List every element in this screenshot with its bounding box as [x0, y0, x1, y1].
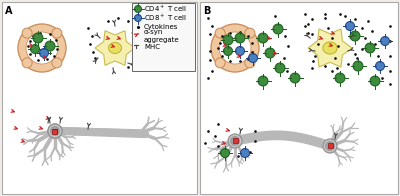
Circle shape [326, 142, 334, 151]
Bar [233, 138, 238, 143]
Circle shape [240, 149, 250, 158]
Circle shape [48, 124, 62, 138]
Ellipse shape [323, 42, 337, 54]
Text: MHC: MHC [144, 44, 160, 50]
Text: α-syn
aggregate: α-syn aggregate [144, 29, 180, 43]
Circle shape [350, 31, 360, 41]
Circle shape [230, 136, 240, 145]
Circle shape [215, 58, 225, 68]
Circle shape [323, 139, 337, 153]
Circle shape [248, 54, 258, 63]
Circle shape [40, 48, 48, 57]
Circle shape [275, 63, 285, 73]
Circle shape [134, 15, 142, 22]
Circle shape [18, 24, 66, 72]
Circle shape [258, 33, 268, 43]
Circle shape [215, 28, 225, 38]
Circle shape [220, 149, 230, 158]
Circle shape [273, 24, 283, 34]
Circle shape [235, 33, 245, 43]
Text: CD4$^+$ T cell: CD4$^+$ T cell [144, 4, 187, 14]
Circle shape [228, 134, 242, 148]
Circle shape [223, 35, 233, 45]
Bar [200, 2, 398, 194]
Circle shape [224, 46, 232, 55]
Circle shape [346, 22, 354, 31]
Circle shape [50, 126, 60, 135]
Circle shape [52, 28, 62, 38]
Circle shape [50, 126, 60, 135]
Circle shape [48, 124, 62, 138]
Circle shape [290, 73, 300, 83]
Text: CD8$^+$ T cell: CD8$^+$ T cell [144, 13, 187, 23]
Circle shape [245, 58, 255, 68]
Circle shape [26, 32, 58, 64]
Bar [53, 129, 57, 133]
Circle shape [219, 32, 251, 64]
Bar [328, 143, 333, 148]
Circle shape [45, 41, 55, 51]
Circle shape [365, 43, 375, 53]
Bar [52, 129, 57, 134]
Circle shape [353, 61, 363, 71]
Text: A: A [5, 6, 12, 16]
Text: Cytokines: Cytokines [144, 24, 178, 30]
Bar [2, 2, 197, 194]
Circle shape [258, 76, 268, 86]
Circle shape [335, 73, 345, 83]
Circle shape [33, 33, 43, 43]
Circle shape [30, 44, 40, 54]
Circle shape [236, 46, 244, 55]
Ellipse shape [108, 43, 122, 54]
Circle shape [211, 24, 259, 72]
Circle shape [134, 5, 142, 13]
Circle shape [22, 28, 32, 38]
Circle shape [376, 62, 384, 71]
Polygon shape [308, 29, 352, 67]
Circle shape [370, 76, 380, 86]
Circle shape [265, 48, 275, 58]
Polygon shape [95, 31, 135, 65]
Circle shape [52, 58, 62, 68]
Text: B: B [203, 6, 210, 16]
Circle shape [22, 58, 32, 68]
Circle shape [380, 36, 390, 45]
Circle shape [245, 28, 255, 38]
Bar [132, 3, 195, 71]
